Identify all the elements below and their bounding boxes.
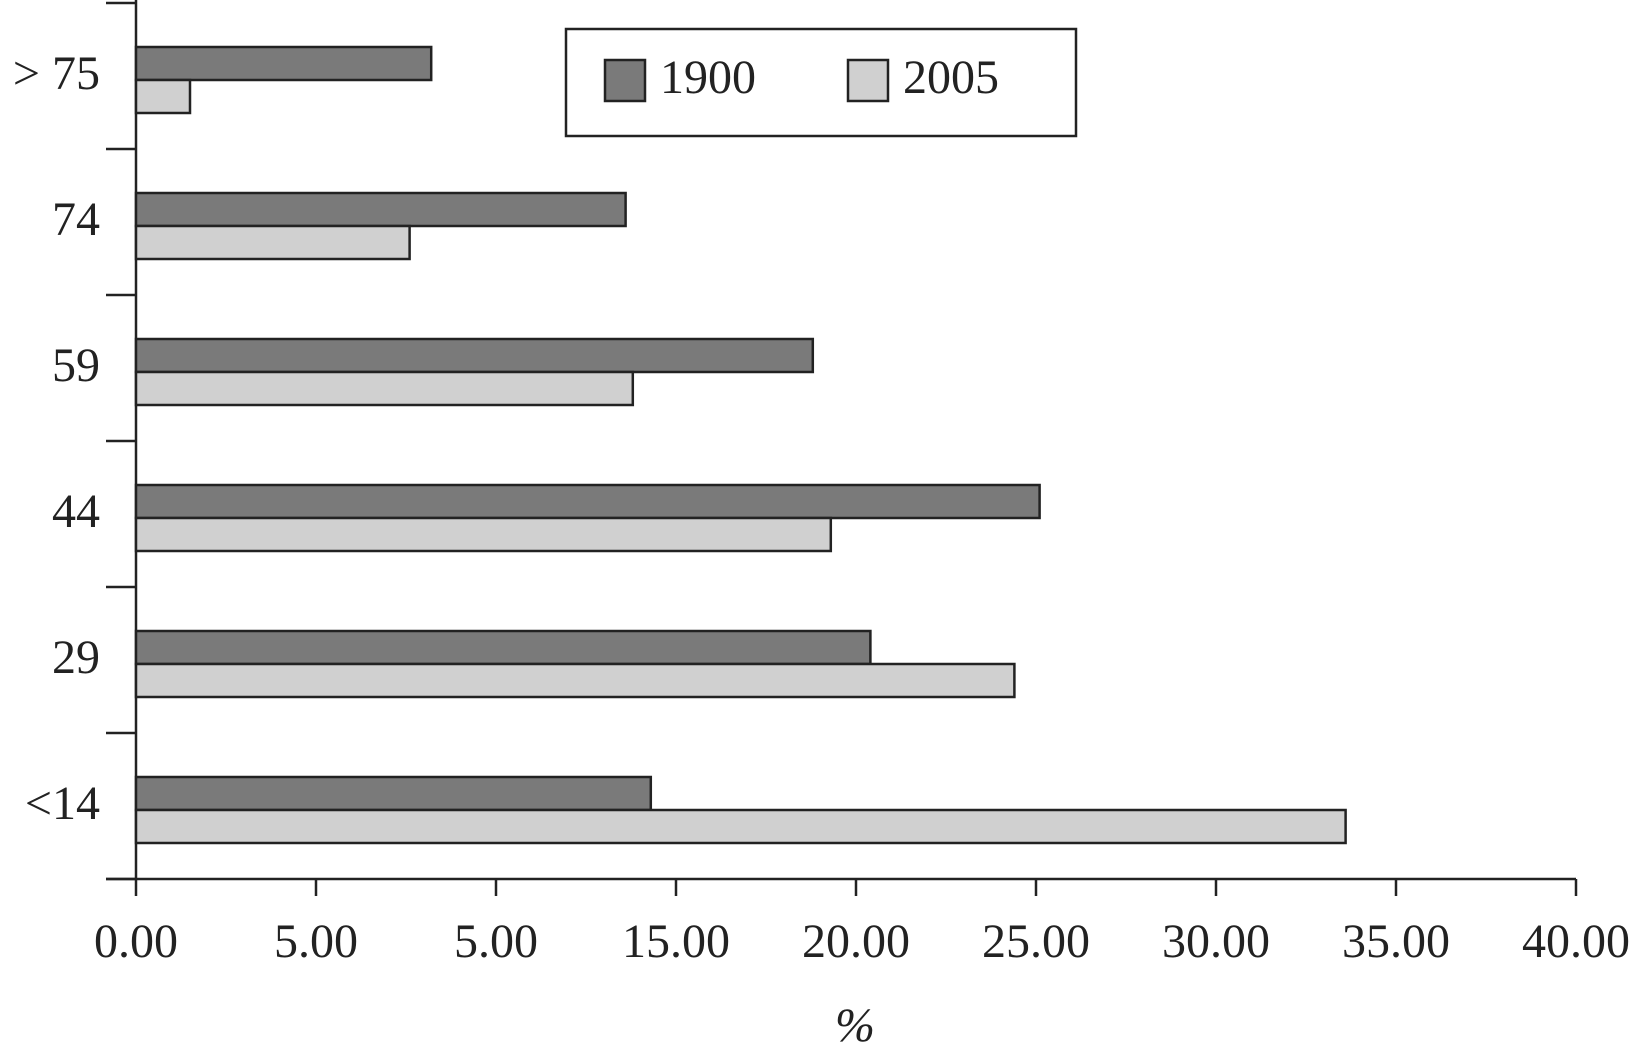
x-tick-label: 5.00 — [454, 915, 538, 968]
x-tick-label: 5.00 — [274, 915, 358, 968]
bar — [134, 629, 872, 666]
x-tick-label: 35.00 — [1342, 915, 1450, 968]
bar — [134, 337, 815, 374]
y-tick-label: 59 — [52, 339, 100, 392]
x-tick-label: 40.00 — [1522, 915, 1630, 968]
legend-label: 1900 — [660, 51, 756, 104]
legend-swatch — [846, 58, 890, 103]
legend-label: 2005 — [903, 51, 999, 104]
bar — [134, 808, 1347, 845]
bar — [134, 775, 653, 812]
bar — [134, 78, 192, 115]
x-tick-label: 30.00 — [1162, 915, 1270, 968]
x-tick-label: 20.00 — [802, 915, 910, 968]
bar — [134, 224, 411, 261]
bar — [134, 370, 635, 407]
y-tick-label: <14 — [25, 777, 100, 830]
legend-swatch — [603, 58, 647, 103]
bar — [134, 45, 433, 82]
y-tick-label: 74 — [52, 193, 100, 246]
y-tick-label: 29 — [52, 631, 100, 684]
x-tick-label: 25.00 — [982, 915, 1090, 968]
bar — [134, 516, 833, 553]
legend-box — [564, 27, 1078, 138]
bar — [134, 662, 1016, 699]
x-axis-label: % — [835, 999, 875, 1052]
bar — [134, 483, 1041, 520]
bar — [134, 191, 627, 228]
x-tick-label: 0.00 — [94, 915, 178, 968]
y-tick-label: > 75 — [13, 47, 100, 100]
x-tick-label: 15.00 — [622, 915, 730, 968]
y-tick-label: 44 — [52, 485, 100, 538]
